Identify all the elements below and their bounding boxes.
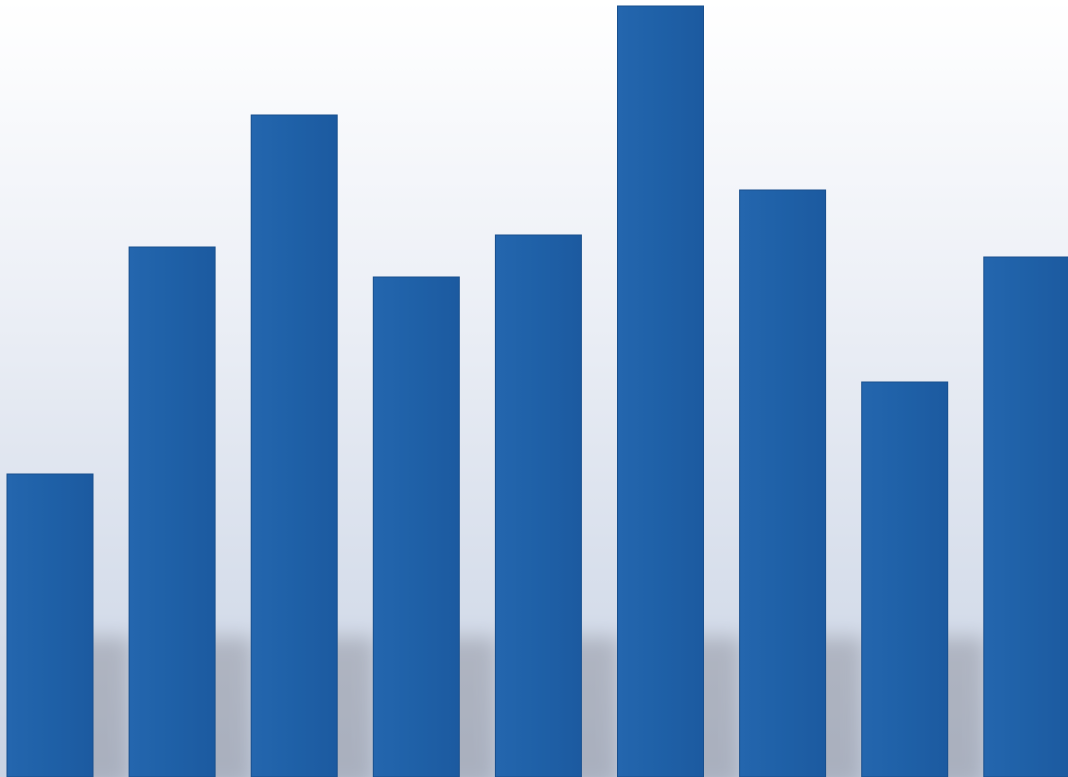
bar-series bbox=[6, 5, 1068, 777]
bar bbox=[617, 5, 704, 777]
bar bbox=[128, 246, 216, 777]
bar bbox=[861, 381, 949, 777]
bar bbox=[6, 473, 94, 777]
bar bbox=[372, 276, 460, 777]
bar bbox=[494, 234, 582, 777]
bar bbox=[739, 189, 827, 777]
bar bbox=[983, 256, 1068, 777]
bar bbox=[250, 114, 338, 777]
